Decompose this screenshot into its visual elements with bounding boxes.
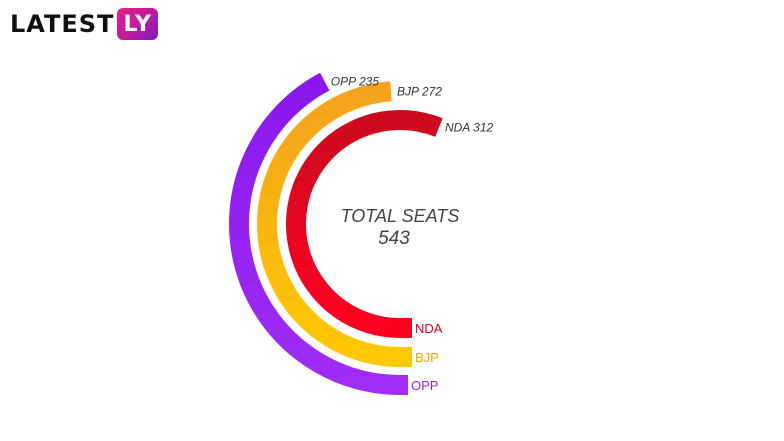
- center-label: TOTAL SEATS: [341, 206, 460, 226]
- value-label-opp: OPP 235: [331, 75, 380, 89]
- brand-badge: LY: [117, 8, 158, 40]
- brand-logo: LATEST LY: [10, 6, 158, 42]
- arc-bjp: [257, 81, 412, 367]
- brand-name: LATEST: [10, 10, 115, 38]
- series-label-nda: NDA: [415, 321, 443, 336]
- arc-nda: [286, 110, 443, 338]
- series-label-bjp: BJP: [415, 350, 439, 365]
- arc-opp: [229, 72, 408, 395]
- value-label-nda: NDA 312: [445, 121, 494, 135]
- value-label-bjp: BJP 272: [397, 84, 442, 98]
- series-label-opp: OPP: [411, 378, 438, 393]
- center-value: 543: [378, 228, 410, 249]
